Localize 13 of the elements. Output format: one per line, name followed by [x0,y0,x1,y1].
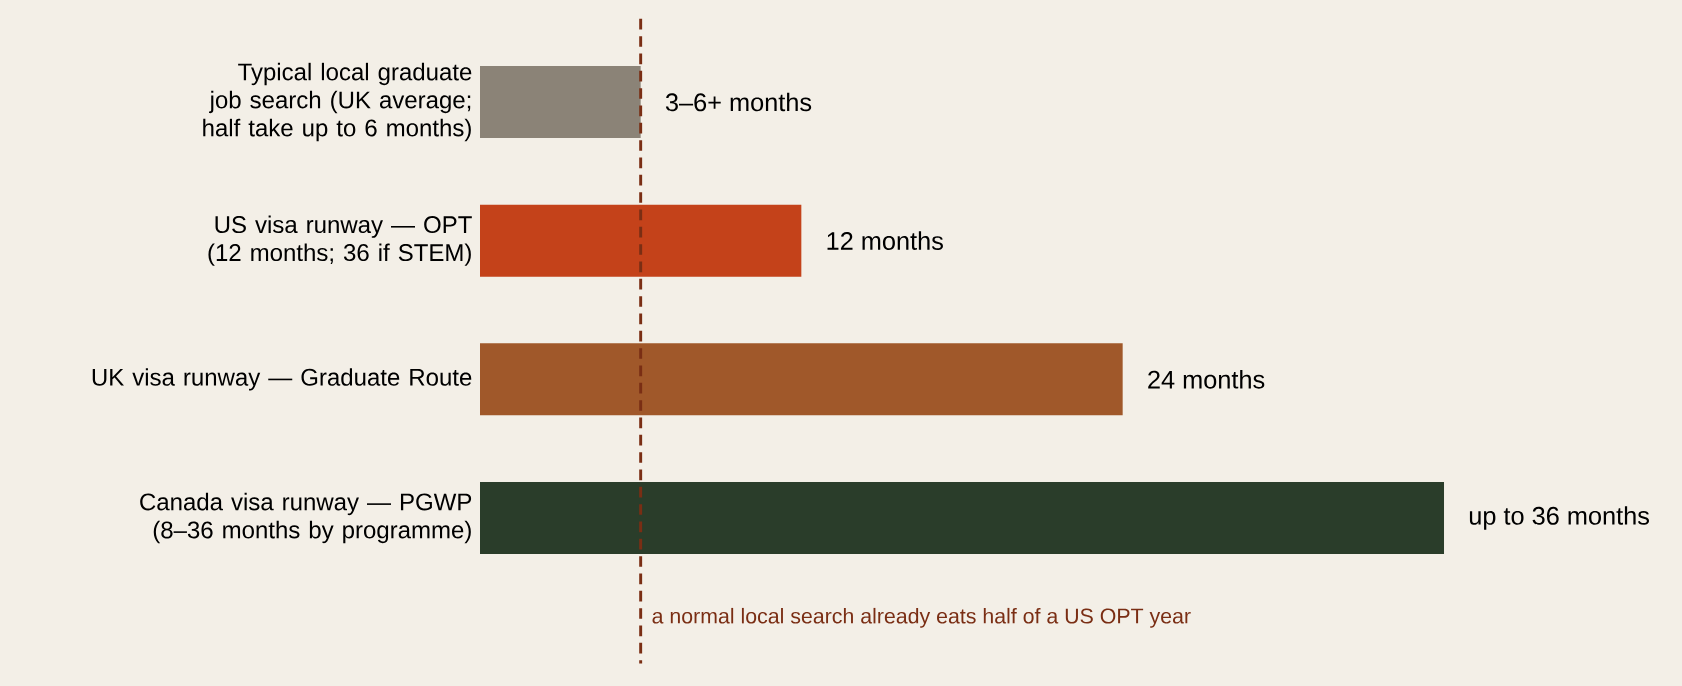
y-tick-label: Canada visa runway — PGWP (8–36 months by programme) [140,492,472,544]
y-tick-label: US visa runway — OPT (12 months; 36 if STEM) [208,215,472,266]
data-label: up to 36 months [1469,506,1649,530]
data-label: 3–6+ months [665,92,812,112]
y-tick-label: UK visa runway — Graduate Route [92,368,472,391]
data-label: 24 months [1148,370,1265,389]
ref-line-label: a normal local search already eats half of a US OPT year [652,607,1191,628]
bar [480,482,1445,554]
data-label: 12 months [827,231,943,250]
bar [480,66,641,138]
bar [480,204,802,277]
bar [480,343,1123,416]
y-tick-label: Typical local graduate job search (UK average; half take up to 6 months) [203,62,472,142]
